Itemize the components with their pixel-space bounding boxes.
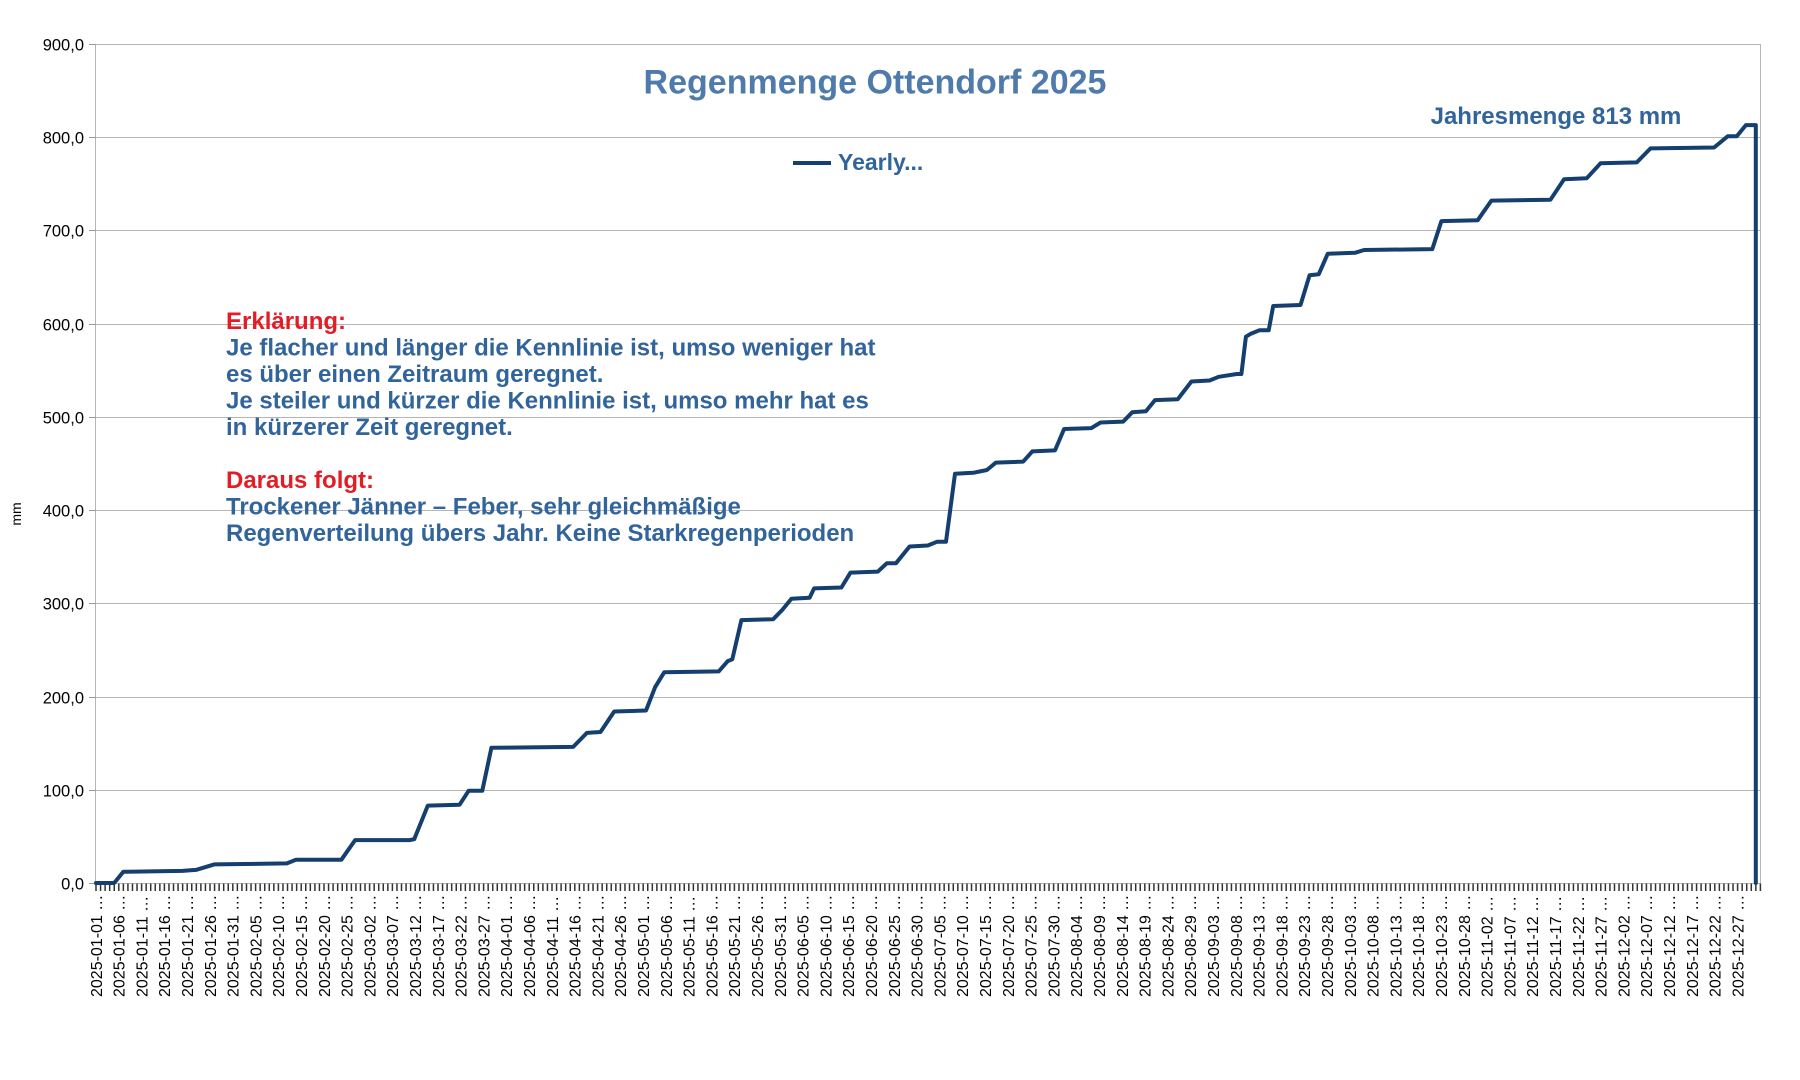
svg-text:2025-12-17 …: 2025-12-17 … bbox=[1685, 895, 1702, 997]
svg-text:2025-11-27 …: 2025-11-27 … bbox=[1594, 896, 1611, 997]
svg-text:2025-01-31 …: 2025-01-31 … bbox=[226, 895, 243, 997]
svg-text:2025-06-20 …: 2025-06-20 … bbox=[864, 895, 881, 997]
svg-text:100,0: 100,0 bbox=[43, 783, 84, 801]
svg-text:2025-12-07 …: 2025-12-07 … bbox=[1639, 895, 1656, 997]
svg-text:mm: mm bbox=[8, 502, 24, 525]
svg-text:2025-09-28 …: 2025-09-28 … bbox=[1320, 895, 1337, 997]
svg-text:2025-04-26 …: 2025-04-26 … bbox=[613, 895, 630, 997]
svg-text:2025-08-24 …: 2025-08-24 … bbox=[1160, 895, 1177, 997]
svg-text:2025-04-16 …: 2025-04-16 … bbox=[568, 895, 585, 997]
svg-text:600,0: 600,0 bbox=[43, 317, 84, 335]
svg-text:Regenmenge Ottendorf 2025: Regenmenge Ottendorf 2025 bbox=[644, 64, 1107, 102]
svg-text:2025-10-08 …: 2025-10-08 … bbox=[1366, 895, 1383, 997]
svg-text:2025-01-26 …: 2025-01-26 … bbox=[203, 895, 220, 997]
svg-text:2025-08-29 …: 2025-08-29 … bbox=[1183, 895, 1200, 997]
svg-text:2025-10-13 …: 2025-10-13 … bbox=[1388, 895, 1405, 997]
svg-text:2025-11-17 …: 2025-11-17 … bbox=[1548, 896, 1565, 997]
svg-text:2025-09-03 …: 2025-09-03 … bbox=[1206, 895, 1223, 997]
svg-text:Regenverteilung übers Jahr. Ke: Regenverteilung übers Jahr. Keine Starkr… bbox=[226, 520, 854, 547]
svg-text:2025-06-25 …: 2025-06-25 … bbox=[887, 895, 904, 997]
svg-text:es über einen Zeitraum geregne: es über einen Zeitraum geregnet. bbox=[226, 361, 603, 388]
svg-text:2025-09-18 …: 2025-09-18 … bbox=[1274, 895, 1291, 997]
svg-text:2025-11-02 …: 2025-11-02 … bbox=[1480, 896, 1497, 997]
svg-text:2025-12-02 …: 2025-12-02 … bbox=[1616, 895, 1633, 997]
svg-text:700,0: 700,0 bbox=[43, 223, 84, 241]
svg-text:2025-05-26 …: 2025-05-26 … bbox=[750, 895, 767, 997]
svg-text:2025-01-16 …: 2025-01-16 … bbox=[157, 895, 174, 997]
svg-text:2025-10-23 …: 2025-10-23 … bbox=[1434, 895, 1451, 997]
svg-text:2025-08-04 …: 2025-08-04 … bbox=[1069, 895, 1086, 997]
svg-text:2025-03-22 …: 2025-03-22 … bbox=[454, 895, 471, 997]
svg-text:2025-06-05 …: 2025-06-05 … bbox=[796, 895, 813, 997]
svg-text:2025-12-12 …: 2025-12-12 … bbox=[1662, 895, 1679, 997]
svg-text:2025-10-03 …: 2025-10-03 … bbox=[1343, 895, 1360, 997]
svg-text:400,0: 400,0 bbox=[43, 503, 84, 521]
svg-text:2025-04-06 …: 2025-04-06 … bbox=[522, 895, 539, 997]
svg-text:2025-01-11 …: 2025-01-11 … bbox=[134, 896, 151, 997]
svg-text:2025-07-25 …: 2025-07-25 … bbox=[1024, 895, 1041, 997]
svg-text:2025-02-10 …: 2025-02-10 … bbox=[271, 895, 288, 997]
svg-text:2025-11-22 …: 2025-11-22 … bbox=[1571, 896, 1588, 997]
svg-text:2025-05-11 …: 2025-05-11 … bbox=[682, 896, 699, 997]
svg-text:2025-07-30 …: 2025-07-30 … bbox=[1046, 895, 1063, 997]
svg-text:900,0: 900,0 bbox=[43, 37, 84, 55]
svg-text:2025-06-15 …: 2025-06-15 … bbox=[841, 895, 858, 997]
svg-text:2025-08-09 …: 2025-08-09 … bbox=[1092, 895, 1109, 997]
svg-text:2025-05-16 …: 2025-05-16 … bbox=[704, 895, 721, 997]
svg-text:2025-10-28 …: 2025-10-28 … bbox=[1457, 895, 1474, 997]
svg-text:Daraus folgt:: Daraus folgt: bbox=[226, 467, 374, 494]
svg-text:2025-12-22 …: 2025-12-22 … bbox=[1708, 895, 1725, 997]
svg-text:Trockener Jänner – Feber, sehr: Trockener Jänner – Feber, sehr gleichmäß… bbox=[226, 494, 741, 521]
svg-text:2025-05-06 …: 2025-05-06 … bbox=[659, 895, 676, 997]
svg-text:2025-09-23 …: 2025-09-23 … bbox=[1297, 895, 1314, 997]
svg-text:2025-07-05 …: 2025-07-05 … bbox=[932, 895, 949, 997]
svg-text:2025-09-13 …: 2025-09-13 … bbox=[1252, 895, 1269, 997]
svg-text:2025-03-17 …: 2025-03-17 … bbox=[431, 895, 448, 997]
svg-text:2025-06-30 …: 2025-06-30 … bbox=[910, 895, 927, 997]
svg-text:2025-09-08 …: 2025-09-08 … bbox=[1229, 895, 1246, 997]
svg-text:in kürzerer Zeit geregnet.: in kürzerer Zeit geregnet. bbox=[226, 414, 513, 441]
svg-text:2025-04-21 …: 2025-04-21 … bbox=[590, 895, 607, 997]
svg-text:2025-01-21 …: 2025-01-21 … bbox=[180, 895, 197, 997]
svg-text:Je steiler und kürzer die Kenn: Je steiler und kürzer die Kennlinie ist,… bbox=[226, 388, 869, 415]
svg-text:2025-02-05 …: 2025-02-05 … bbox=[248, 895, 265, 997]
svg-text:2025-02-25 …: 2025-02-25 … bbox=[340, 895, 357, 997]
svg-text:2025-12-27 …: 2025-12-27 … bbox=[1730, 895, 1747, 997]
svg-text:2025-03-07 …: 2025-03-07 … bbox=[385, 895, 402, 997]
svg-text:2025-11-07 …: 2025-11-07 … bbox=[1502, 896, 1519, 997]
svg-text:0,0: 0,0 bbox=[61, 876, 84, 894]
svg-text:2025-07-20 …: 2025-07-20 … bbox=[1001, 895, 1018, 997]
svg-text:2025-01-01 …: 2025-01-01 … bbox=[89, 895, 106, 997]
svg-text:2025-03-27 …: 2025-03-27 … bbox=[476, 895, 493, 997]
svg-text:Erklärung:: Erklärung: bbox=[226, 308, 346, 335]
svg-text:2025-07-15 …: 2025-07-15 … bbox=[978, 895, 995, 997]
svg-text:Jahresmenge 813 mm: Jahresmenge 813 mm bbox=[1431, 103, 1682, 130]
svg-text:300,0: 300,0 bbox=[43, 596, 84, 614]
svg-text:Yearly...: Yearly... bbox=[838, 149, 923, 175]
svg-text:Je flacher und länger die Kenn: Je flacher und länger die Kennlinie ist,… bbox=[226, 335, 875, 362]
svg-text:2025-07-10 …: 2025-07-10 … bbox=[955, 895, 972, 997]
svg-text:2025-10-18 …: 2025-10-18 … bbox=[1411, 895, 1428, 997]
svg-text:2025-08-14 …: 2025-08-14 … bbox=[1115, 895, 1132, 997]
svg-text:2025-05-31 …: 2025-05-31 … bbox=[773, 895, 790, 997]
svg-text:2025-03-02 …: 2025-03-02 … bbox=[362, 895, 379, 997]
svg-text:2025-05-01 …: 2025-05-01 … bbox=[636, 895, 653, 997]
svg-text:2025-11-12 …: 2025-11-12 … bbox=[1525, 896, 1542, 997]
svg-text:2025-02-20 …: 2025-02-20 … bbox=[317, 895, 334, 997]
svg-text:500,0: 500,0 bbox=[43, 410, 84, 428]
svg-text:2025-03-12 …: 2025-03-12 … bbox=[408, 895, 425, 997]
svg-text:2025-04-01 …: 2025-04-01 … bbox=[499, 895, 516, 997]
svg-text:800,0: 800,0 bbox=[43, 130, 84, 148]
svg-text:2025-01-06 …: 2025-01-06 … bbox=[112, 895, 129, 997]
svg-text:2025-02-15 …: 2025-02-15 … bbox=[294, 895, 311, 997]
svg-text:2025-08-19 …: 2025-08-19 … bbox=[1138, 895, 1155, 997]
svg-text:2025-06-10 …: 2025-06-10 … bbox=[818, 895, 835, 997]
svg-text:200,0: 200,0 bbox=[43, 690, 84, 708]
svg-text:2025-04-11 …: 2025-04-11 … bbox=[545, 896, 562, 997]
svg-text:2025-05-21 …: 2025-05-21 … bbox=[727, 895, 744, 997]
